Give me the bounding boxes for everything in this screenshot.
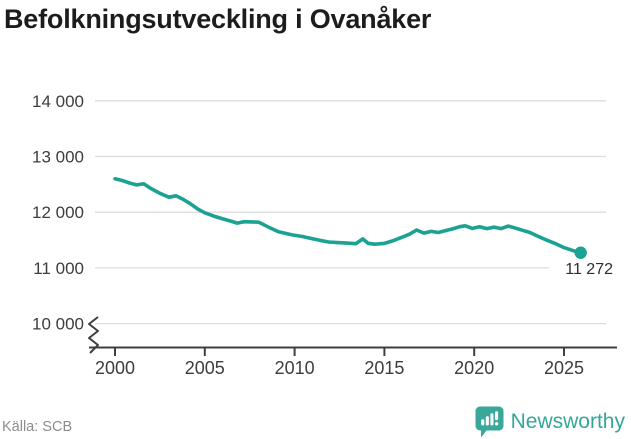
newsworthy-logo[interactable]: Newsworthy bbox=[475, 406, 625, 438]
x-tick-label: 2025 bbox=[544, 358, 584, 378]
last-point-dot bbox=[574, 246, 587, 259]
series-path bbox=[113, 177, 583, 255]
last-value-label: 11 272 bbox=[549, 260, 613, 280]
x-tick-label: 2015 bbox=[364, 358, 404, 378]
x-tick-label: 2000 bbox=[95, 358, 135, 378]
x-axis-tick-labels: 2000 2005 2010 2015 2020 2025 bbox=[95, 358, 584, 378]
gridlines bbox=[95, 100, 606, 325]
y-axis-break-icon bbox=[88, 316, 99, 354]
newsworthy-wordmark: Newsworthy bbox=[510, 410, 625, 433]
y-tick-label: 11 000 bbox=[33, 259, 84, 278]
y-tick-label: 12 000 bbox=[32, 203, 84, 222]
x-axis bbox=[89, 346, 617, 356]
page-title: Befolkningsutveckling i Ovanåker bbox=[4, 4, 432, 34]
y-tick-label: 10 000 bbox=[32, 315, 84, 334]
y-tick-label: 14 000 bbox=[32, 92, 84, 111]
x-tick-label: 2020 bbox=[454, 358, 494, 378]
y-axis-tick-labels: 14 000 13 000 12 000 11 000 10 000 bbox=[32, 92, 84, 334]
y-tick-label: 13 000 bbox=[32, 148, 84, 167]
axis-break-zigzag-icon bbox=[88, 316, 99, 354]
source-note: Källa: SCB bbox=[2, 419, 73, 435]
newsworthy-badge-icon bbox=[475, 406, 504, 438]
x-tick-label: 2010 bbox=[275, 358, 315, 378]
series-line bbox=[113, 177, 587, 259]
x-tick-label: 2005 bbox=[185, 358, 225, 378]
